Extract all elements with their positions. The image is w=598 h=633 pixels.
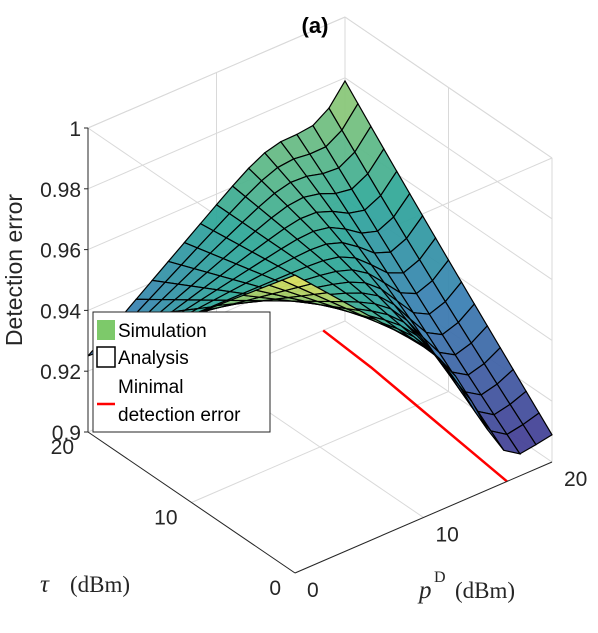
- minimal-detection-error-line: [322, 329, 508, 483]
- x-axis-unit: (dBm): [455, 578, 515, 603]
- surface-plot: [87, 79, 553, 455]
- legend-marker-analysis: [96, 346, 116, 368]
- x-axis-symbol: p: [417, 577, 432, 604]
- box-edge: [87, 16, 346, 129]
- y-axis-symbol: τ: [40, 571, 50, 598]
- grid-line-floor: [191, 391, 449, 503]
- axes-lines: [84, 127, 553, 574]
- legend: Simulation Analysis Minimal detection er…: [92, 311, 271, 433]
- legend-label-analysis: Analysis: [118, 348, 189, 369]
- x-tick-label: 0: [307, 579, 319, 602]
- y-tick-label: 10: [154, 507, 177, 530]
- y-tick-label: 0: [269, 577, 281, 600]
- legend-box: [92, 311, 271, 433]
- z-tick-label: 1: [69, 118, 81, 141]
- y-axis-line: [87, 431, 296, 574]
- legend-label-simulation: Simulation: [118, 321, 207, 342]
- minimal-line: [322, 329, 508, 483]
- z-tick-label: 0.98: [40, 179, 81, 202]
- x-axis-label: p D (dBm): [417, 569, 515, 604]
- z-tick-label: 0.92: [40, 361, 81, 384]
- z-axis-label: Detection error: [1, 194, 27, 346]
- x-tick-label: 20: [564, 468, 587, 491]
- y-axis-label: τ (dBm): [40, 571, 130, 598]
- z-tick-label: 0.94: [40, 300, 81, 323]
- x-axis-superscript: D: [434, 569, 446, 586]
- y-axis-unit: (dBm): [70, 572, 130, 597]
- legend-label-minimal-line2: detection error: [118, 405, 241, 426]
- chart-title: (a): [302, 13, 329, 38]
- box-edge: [344, 16, 553, 159]
- z-tick-label: 0.96: [40, 240, 81, 263]
- surface-patch: [280, 274, 313, 288]
- z-tick-label: 0.9: [52, 422, 81, 445]
- x-tick-label: 10: [436, 524, 459, 547]
- x-axis-line: [294, 461, 553, 574]
- legend-marker-simulation: [97, 320, 115, 340]
- y-tick-label: 20: [51, 436, 74, 459]
- legend-label-minimal: Minimal: [118, 377, 183, 398]
